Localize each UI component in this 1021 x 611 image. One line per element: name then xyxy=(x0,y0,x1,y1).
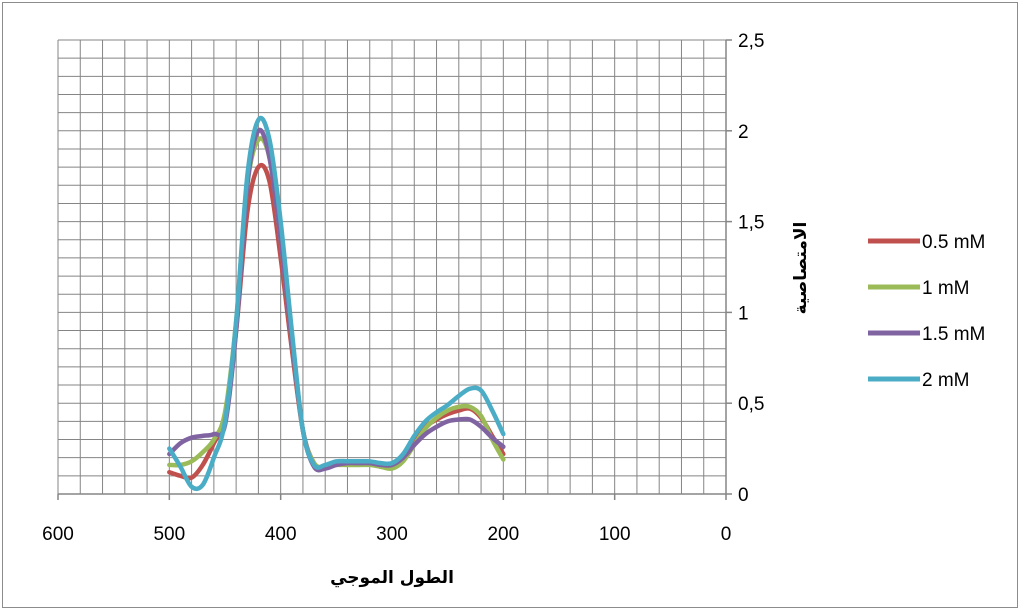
legend-label-2: 1 mM xyxy=(922,278,970,299)
legend-label-1: 0.5 mM xyxy=(922,232,985,253)
plot-gridlines xyxy=(57,39,727,495)
x-tick-label: 200 xyxy=(487,524,519,545)
legend-label-4: 2 mM xyxy=(922,370,970,391)
x-tick-label: 100 xyxy=(599,524,631,545)
plot-axes xyxy=(57,39,732,500)
y-tick-label: 2 xyxy=(738,122,749,143)
series-lines xyxy=(167,115,506,492)
series-line-3 xyxy=(167,127,506,473)
x-tick-label: 400 xyxy=(265,524,297,545)
y-tick-label: 1,5 xyxy=(738,213,764,234)
legend-label-3: 1.5 mM xyxy=(922,324,985,345)
x-axis-tick-labels: 600 500 400 300 200 100 0 xyxy=(42,524,731,545)
x-axis-title: الطول الموجي xyxy=(330,568,454,588)
x-tick-label: 0 xyxy=(721,524,732,545)
series-line-4 xyxy=(167,115,506,492)
x-tick-label: 300 xyxy=(376,524,408,545)
y-axis-tick-labels: 0 0,5 1 1,5 2 2,5 xyxy=(738,31,764,506)
y-tick-label: 2,5 xyxy=(738,31,764,52)
y-tick-label: 0,5 xyxy=(738,394,764,415)
y-tick-label: 0 xyxy=(738,485,749,506)
x-tick-label: 500 xyxy=(153,524,185,545)
y-axis-title: الامتصاصية xyxy=(791,222,811,315)
y-tick-label: 1 xyxy=(738,303,749,324)
x-tick-label: 600 xyxy=(42,524,74,545)
chart-legend: 0.5 mM 1 mM 1.5 mM 2 mM xyxy=(868,232,985,391)
